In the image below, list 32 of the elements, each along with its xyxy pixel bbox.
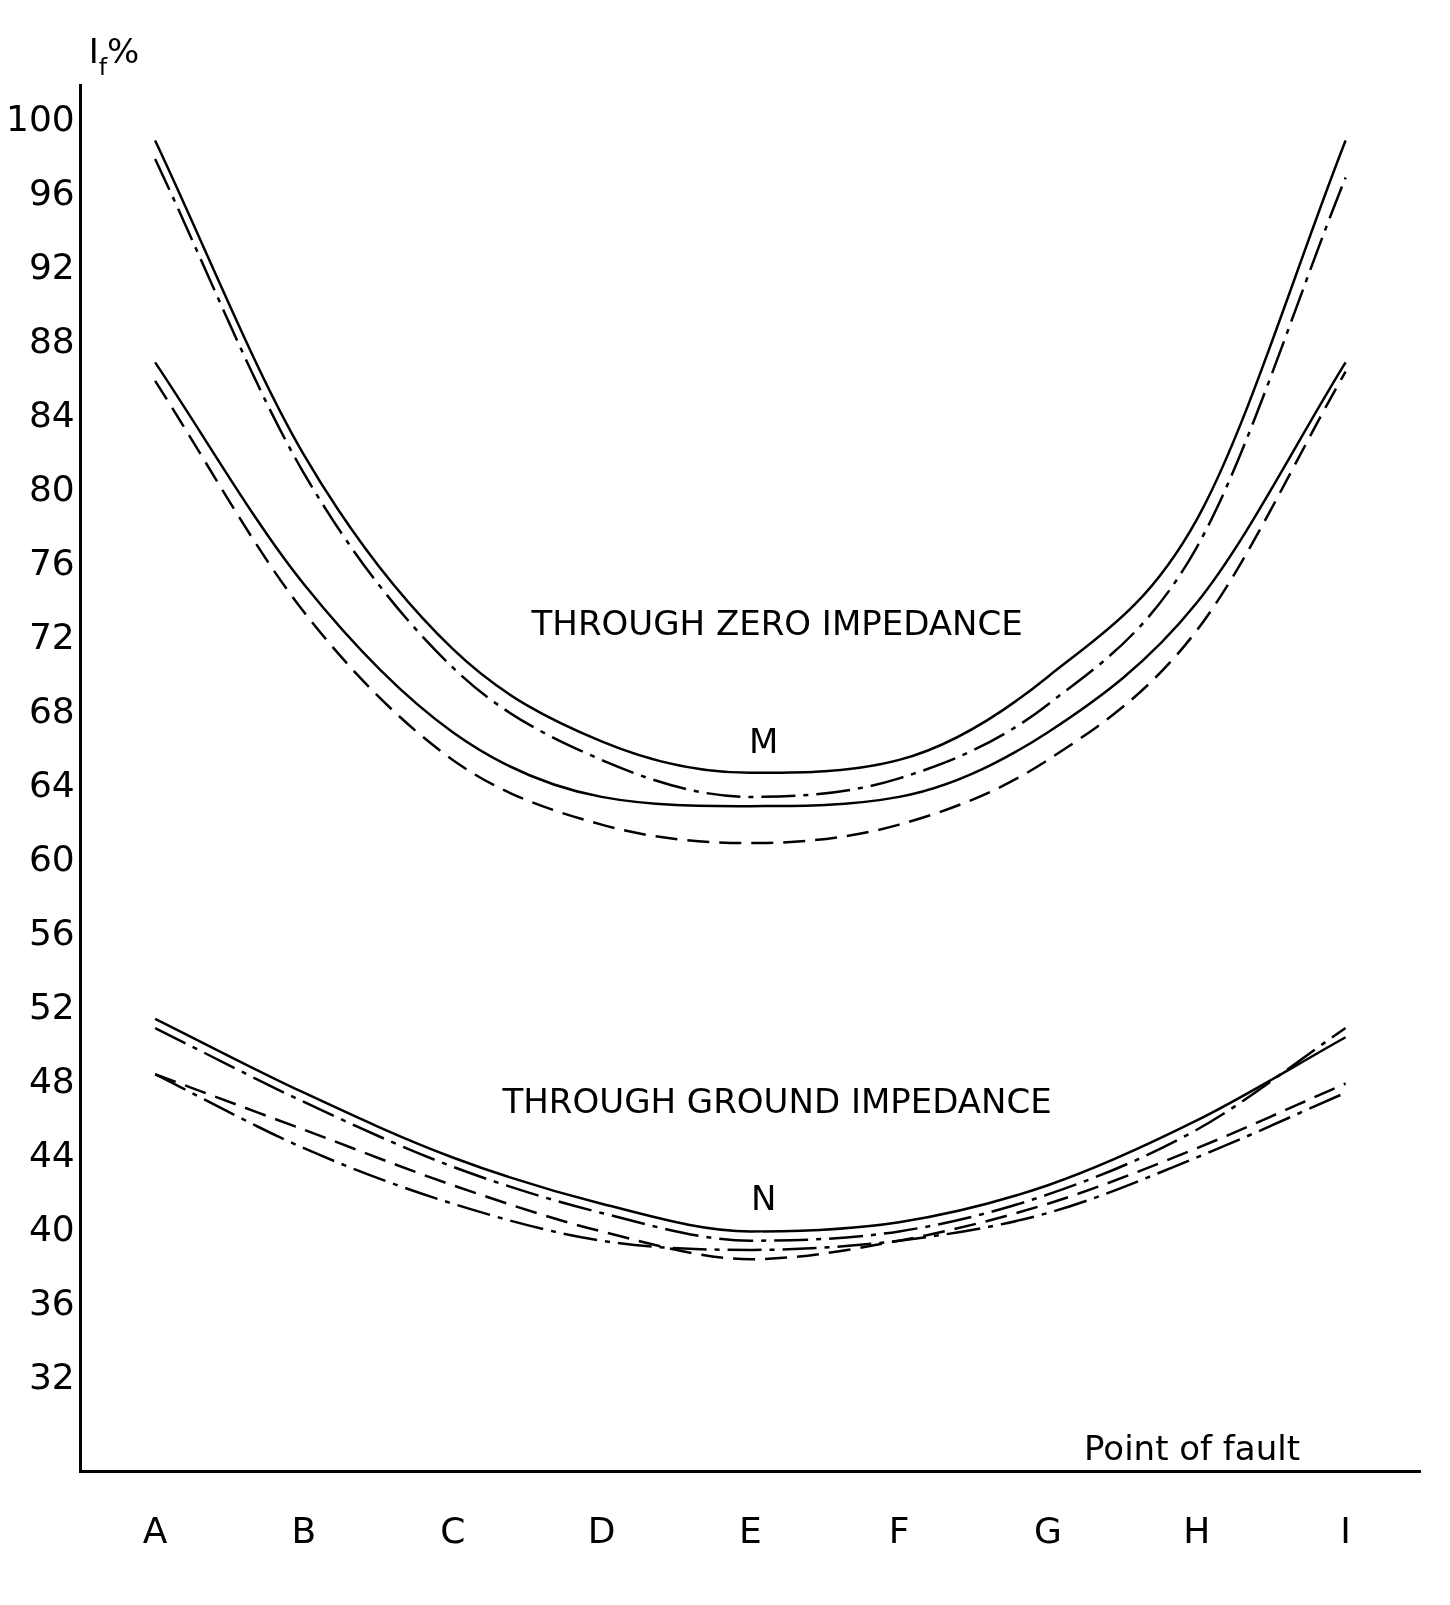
x-tick-label: F (888, 1509, 910, 1551)
x-tick-label: G (1034, 1509, 1062, 1551)
x-axis-title: Point of fault (1084, 1427, 1300, 1468)
annotation: THROUGH ZERO IMPEDANCE (530, 602, 1023, 643)
y-tick-label: 68 (28, 690, 75, 732)
y-tick-label: 56 (28, 911, 75, 953)
annotation: THROUGH GROUND IMPEDANCE (501, 1081, 1052, 1122)
y-tick-label: 84 (28, 394, 75, 436)
x-tick-label: H (1183, 1509, 1211, 1551)
y-tick-label: 52 (28, 985, 75, 1027)
annotation: M (749, 720, 779, 761)
x-tick-label: C (440, 1509, 466, 1551)
y-tick-label: 88 (28, 320, 75, 362)
y-tick-label: 60 (28, 837, 75, 879)
y-tick-label: 48 (28, 1059, 75, 1101)
x-tick-label: A (142, 1509, 168, 1551)
y-tick-label: 92 (28, 246, 75, 288)
y-tick-label: 44 (28, 1133, 75, 1175)
x-tick-label: I (1340, 1509, 1351, 1551)
y-tick-label: 96 (28, 172, 75, 214)
x-tick-label: B (291, 1509, 317, 1551)
y-tick-label: 40 (28, 1207, 75, 1249)
y-tick-label: 72 (28, 616, 75, 658)
y-tick-label: 100 (5, 98, 75, 140)
y-tick-label: 64 (28, 764, 75, 805)
y-tick-label: 80 (28, 468, 75, 510)
annotation: N (751, 1178, 777, 1219)
x-tick-label: D (587, 1509, 616, 1551)
y-tick-label: 32 (28, 1355, 75, 1397)
y-tick-label: 36 (28, 1281, 75, 1323)
x-tick-label: E (738, 1509, 762, 1551)
y-tick-label: 76 (28, 542, 75, 584)
